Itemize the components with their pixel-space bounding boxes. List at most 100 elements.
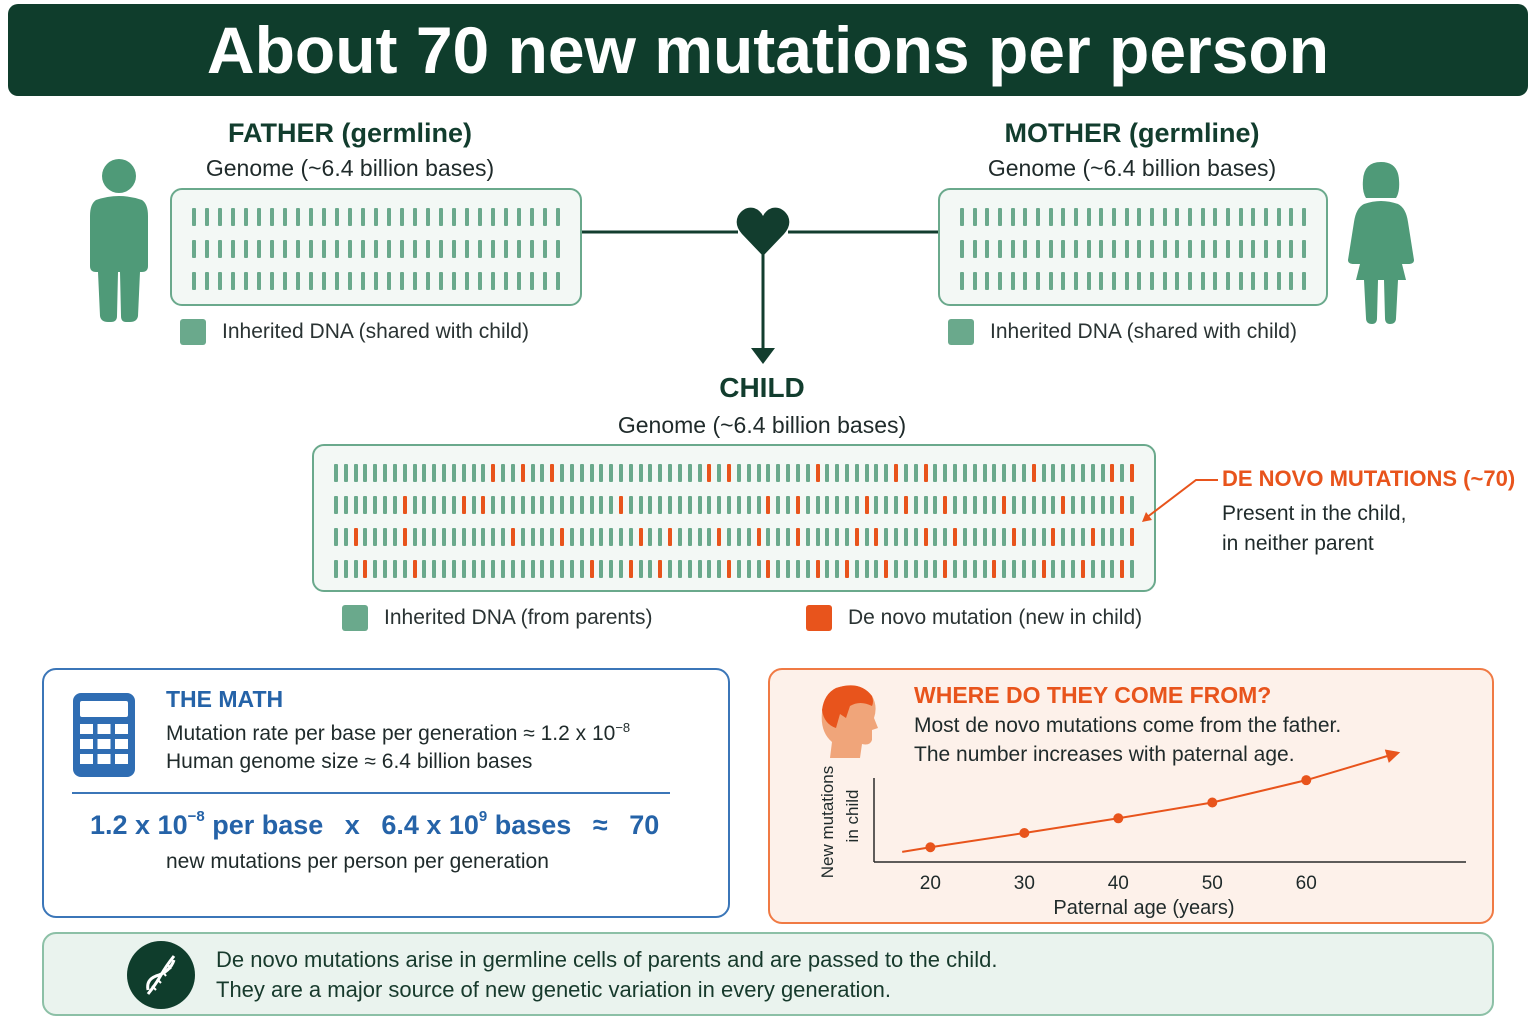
- inherited-bar: [461, 464, 466, 482]
- inherited-bar: [481, 528, 486, 546]
- denovo-bar: [717, 528, 722, 546]
- denovo-bar: [1130, 528, 1134, 546]
- inherited-bar: [786, 528, 791, 546]
- inherited-bar: [579, 560, 584, 578]
- genome-row: [314, 560, 1154, 578]
- inherited-bar: [1071, 528, 1076, 546]
- inherited-bar: [1276, 272, 1281, 290]
- inherited-bar: [874, 496, 879, 514]
- inherited-bar: [717, 464, 722, 482]
- inherited-bar: [322, 272, 326, 290]
- inherited-bar: [412, 496, 417, 514]
- inherited-bar: [517, 272, 521, 290]
- inherited-bar: [461, 560, 466, 578]
- inherited-bar: [953, 560, 958, 578]
- inherited-bar: [501, 496, 506, 514]
- dna-icon: [127, 941, 195, 1009]
- inherited-bar: [884, 528, 889, 546]
- inherited-bar: [854, 496, 859, 514]
- chart-point: [925, 842, 936, 853]
- inherited-bar: [756, 464, 761, 482]
- father-header: FATHER (germline) Genome (~6.4 billion b…: [140, 118, 560, 182]
- inherited-bar: [1162, 272, 1167, 290]
- inherited-bar: [192, 240, 196, 258]
- inherited-bar: [658, 528, 663, 546]
- math-size-line: Human genome size ≈ 6.4 billion bases: [166, 750, 533, 773]
- chart-y-label-line1: New mutations: [818, 766, 837, 878]
- inherited-bar: [1124, 240, 1129, 258]
- inherited-bar: [1071, 496, 1076, 514]
- inherited-bar: [1251, 208, 1256, 226]
- inherited-bar: [1023, 272, 1028, 290]
- inherited-bar: [845, 528, 849, 546]
- formula-rate-exp: −8: [187, 808, 205, 825]
- inherited-bar: [543, 240, 547, 258]
- inherited-bar: [1100, 560, 1105, 578]
- child-genome-label: Genome (~6.4 billion bases): [617, 412, 907, 438]
- inherited-bar: [1302, 208, 1306, 226]
- inherited-bar: [426, 208, 430, 226]
- inherited-bar: [550, 528, 555, 546]
- inherited-bar: [1061, 240, 1066, 258]
- inherited-bar: [992, 528, 997, 546]
- inherited-bar: [1100, 528, 1105, 546]
- inherited-bar: [1002, 560, 1007, 578]
- inherited-bar: [400, 208, 404, 226]
- inherited-bar: [815, 528, 820, 546]
- inherited-bar: [1137, 272, 1142, 290]
- chart-arrow-head: [1384, 749, 1401, 763]
- inherited-bar: [373, 528, 378, 546]
- inherited-bar: [786, 464, 791, 482]
- inherited-bar: [540, 560, 545, 578]
- inherited-bar: [270, 240, 274, 258]
- inherited-bar: [520, 560, 525, 578]
- inherited-bar: [491, 240, 495, 258]
- denovo-bar: [412, 560, 417, 578]
- inherited-bar: [697, 528, 702, 546]
- down-arrow-head: [751, 348, 775, 364]
- denovo-bar: [943, 496, 948, 514]
- inherited-bar: [244, 272, 248, 290]
- inherited-bar: [982, 560, 987, 578]
- denovo-bar: [845, 560, 849, 578]
- inherited-bar: [471, 464, 476, 482]
- inherited-bar: [1175, 208, 1180, 226]
- inherited-bar: [1112, 272, 1116, 290]
- denovo-bar: [402, 496, 407, 514]
- inherited-bar: [530, 272, 534, 290]
- formula-times: x: [344, 810, 360, 840]
- denovo-bar: [727, 464, 732, 482]
- inherited-bar: [348, 240, 352, 258]
- inherited-bar: [442, 496, 447, 514]
- math-caption: new mutations per person per generation: [166, 850, 549, 873]
- denovo-bar: [707, 464, 712, 482]
- inherited-bar: [953, 464, 958, 482]
- inherited-bar: [1112, 240, 1116, 258]
- inherited-bar: [609, 560, 614, 578]
- inherited-bar: [658, 464, 663, 482]
- denovo-bar: [668, 528, 673, 546]
- inherited-bar: [985, 208, 990, 226]
- genome-row: [172, 272, 580, 290]
- inherited-bar: [530, 528, 535, 546]
- inherited-bar: [1041, 496, 1046, 514]
- denovo-bar: [943, 560, 948, 578]
- where-line2: The number increases with paternal age.: [914, 743, 1295, 766]
- inherited-bar: [322, 240, 326, 258]
- inherited-bar: [205, 208, 209, 226]
- inherited-bar: [609, 496, 614, 514]
- inherited-bar: [296, 272, 300, 290]
- inherited-bar: [478, 240, 482, 258]
- inherited-bar: [998, 208, 1002, 226]
- chart-point: [1019, 828, 1030, 839]
- inherited-bar: [985, 240, 990, 258]
- inherited-bar: [471, 496, 476, 514]
- inherited-bar: [923, 496, 928, 514]
- denovo-bar: [520, 464, 525, 482]
- inherited-bar: [1251, 272, 1256, 290]
- inherited-bar: [1100, 496, 1105, 514]
- inherited-bar: [835, 464, 840, 482]
- inherited-bar: [943, 464, 948, 482]
- inherited-bar: [1120, 464, 1125, 482]
- inherited-bar: [992, 464, 997, 482]
